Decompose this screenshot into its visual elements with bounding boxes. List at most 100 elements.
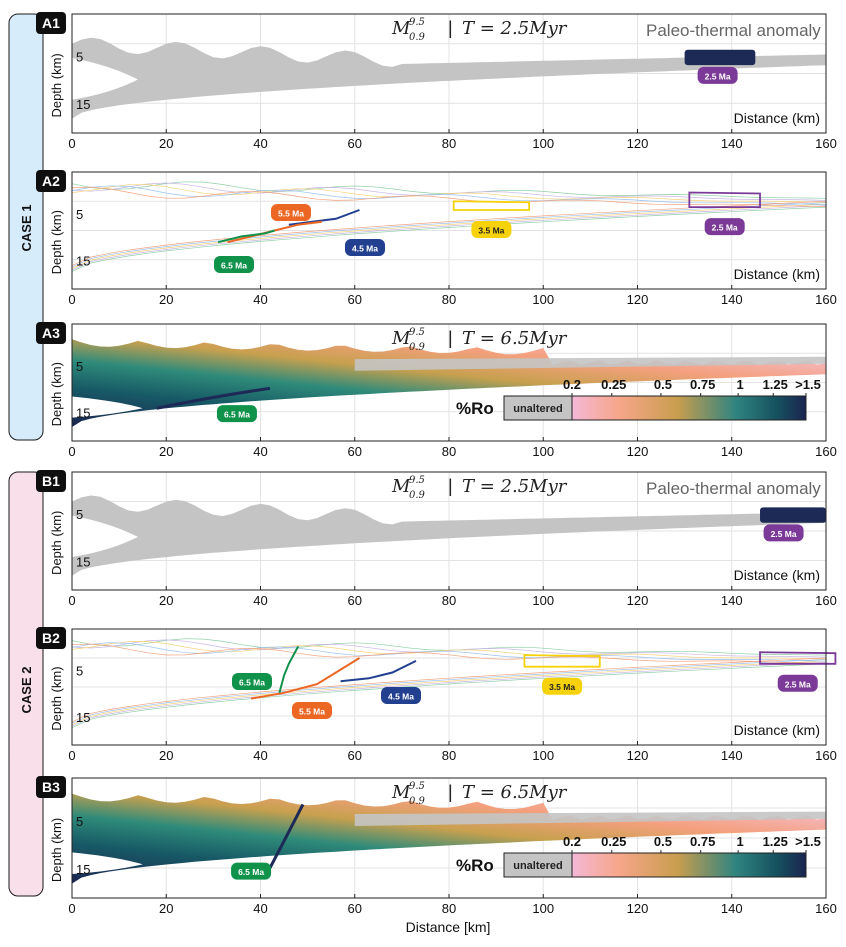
paleo-thermal-anomaly xyxy=(684,49,756,66)
age-contour-3_5-Ma xyxy=(523,654,601,668)
panel-tag: B2 xyxy=(36,627,66,649)
x-tick-label: 120 xyxy=(627,444,649,459)
panel-tag-label: B3 xyxy=(42,779,60,795)
x-tick-label: 160 xyxy=(815,593,837,608)
x-tick-label: 0 xyxy=(68,136,75,151)
model-subscript: 0.9 xyxy=(409,342,426,353)
x-tick-label: 80 xyxy=(442,748,456,763)
colorbar-tick-label: 0.2 xyxy=(563,377,581,392)
x-tick-label: 40 xyxy=(253,292,267,307)
x-tick-label: 160 xyxy=(815,901,837,916)
age-label-box xyxy=(381,687,421,704)
panel-a1: M9.5 0.9 | T = 2.5Myr Paleo-thermal anomaly 2… xyxy=(36,12,837,151)
model-time: T = 2.5Myr xyxy=(462,476,568,497)
x-tick-label: 40 xyxy=(253,593,267,608)
x-tick-label: 100 xyxy=(532,748,554,763)
panel-a2: 2.5 Ma 3.5 Ma 4.5 Ma 5.5 Ma 6.5 Ma Distance (… xyxy=(36,170,837,307)
age-label-text: 6.5 Ma xyxy=(239,678,265,688)
colorbar-tick-label: 1 xyxy=(737,834,744,849)
model-symbol: M xyxy=(391,328,411,349)
panel-tag: A2 xyxy=(36,170,66,192)
age-label-text: 2.5 Ma xyxy=(705,71,731,81)
background-contour xyxy=(71,202,827,268)
depth-tick-label: 5 xyxy=(76,359,83,374)
model-time: T = 6.5Myr xyxy=(462,782,568,803)
panel-tag-box xyxy=(36,12,66,34)
depth-tick-label: 15 xyxy=(76,710,90,725)
x-tick-label: 40 xyxy=(253,748,267,763)
x-tick-label: 120 xyxy=(627,748,649,763)
wedge-gap xyxy=(72,58,138,100)
background-contour xyxy=(71,205,827,271)
colorbar-tick-label: >1.5 xyxy=(795,377,821,392)
gray-sediment-body xyxy=(72,495,826,576)
y-axis-title: Depth (km) xyxy=(49,666,64,730)
age-label-box xyxy=(231,862,272,880)
model-superscript: 9.5 xyxy=(409,781,425,792)
x-tick-label: 20 xyxy=(159,292,173,307)
colorbar-tick-label: 1 xyxy=(737,377,744,392)
model-subscript: 0.9 xyxy=(409,32,426,43)
x-tick-label: 0 xyxy=(68,593,75,608)
case2-band xyxy=(8,471,44,897)
age-contour-2_5-Ma xyxy=(688,191,761,208)
age-label-text: 6.5 Ma xyxy=(238,867,264,877)
age-front-6_5 xyxy=(156,386,271,410)
colorbar-tick-label: 0.5 xyxy=(654,377,672,392)
x-tick-label: 60 xyxy=(348,292,362,307)
model-time: T = 2.5Myr xyxy=(462,18,568,39)
depth-tick-label: 5 xyxy=(76,207,83,222)
x-tick-label: 140 xyxy=(721,593,743,608)
x-tick-label: 100 xyxy=(532,901,554,916)
age-contour-6_5-Ma xyxy=(278,645,300,694)
age-label-text: 2.5 Ma xyxy=(771,529,797,539)
depth-tick-label: 15 xyxy=(76,254,90,269)
background-contour xyxy=(71,206,827,272)
colorbar-tick-label: 1.25 xyxy=(763,834,788,849)
title-separator: | xyxy=(448,782,453,802)
colorbar-unaltered-label: unaltered xyxy=(513,860,563,872)
age-contour-2_5-Ma xyxy=(759,651,837,665)
age-label-box xyxy=(271,204,311,221)
colorbar-tick-label: 0.75 xyxy=(690,377,715,392)
colorbar-gradient xyxy=(571,395,807,421)
x-tick-label: 60 xyxy=(348,901,362,916)
x-tick-label: 40 xyxy=(253,901,267,916)
x-tick-label: 160 xyxy=(815,748,837,763)
panel-tag: B1 xyxy=(36,470,66,492)
panel-tag-label: B2 xyxy=(42,630,60,646)
x-tick-label: 60 xyxy=(348,444,362,459)
age-label-box xyxy=(777,674,818,692)
x-tick-label: 100 xyxy=(532,292,554,307)
wedge-gap xyxy=(72,515,138,557)
age-label-box xyxy=(471,221,512,239)
panels: M 9.5 0.9 | T = 2.5Myr Paleo-thermal anomaly 2… xyxy=(36,12,837,916)
x-tick-label: 40 xyxy=(253,444,267,459)
y-axis-title: Depth (km) xyxy=(49,362,64,426)
background-contour xyxy=(71,663,827,728)
x-tick-label: 0 xyxy=(68,292,75,307)
x-tick-label: 20 xyxy=(159,593,173,608)
background-contour xyxy=(71,662,827,727)
background-contour xyxy=(71,639,827,658)
background-contour xyxy=(71,184,827,203)
depth-tick-label: 15 xyxy=(76,97,90,112)
panel-tag: A3 xyxy=(36,322,66,344)
age-label-box xyxy=(292,702,332,719)
ro-heatmap-body xyxy=(72,793,826,884)
x-tick-label: 80 xyxy=(442,444,456,459)
title-separator: | xyxy=(448,328,453,348)
x-tick-label: 100 xyxy=(532,444,554,459)
unaltered-patch xyxy=(354,356,826,371)
age-label-box xyxy=(542,677,583,695)
y-axis-title: Depth (km) xyxy=(49,818,64,882)
age-label-text: 3.5 Ma xyxy=(478,226,504,236)
depth-tick-label: 5 xyxy=(76,663,83,678)
depth-tick-label: 15 xyxy=(76,862,90,877)
x-tick-label: 120 xyxy=(627,593,649,608)
x-tick-label: 140 xyxy=(721,136,743,151)
anomaly-annotation: Paleo-thermal anomaly xyxy=(646,479,821,498)
unaltered-patch xyxy=(354,811,826,826)
anomaly-annotation: Paleo-thermal anomaly xyxy=(646,21,821,40)
